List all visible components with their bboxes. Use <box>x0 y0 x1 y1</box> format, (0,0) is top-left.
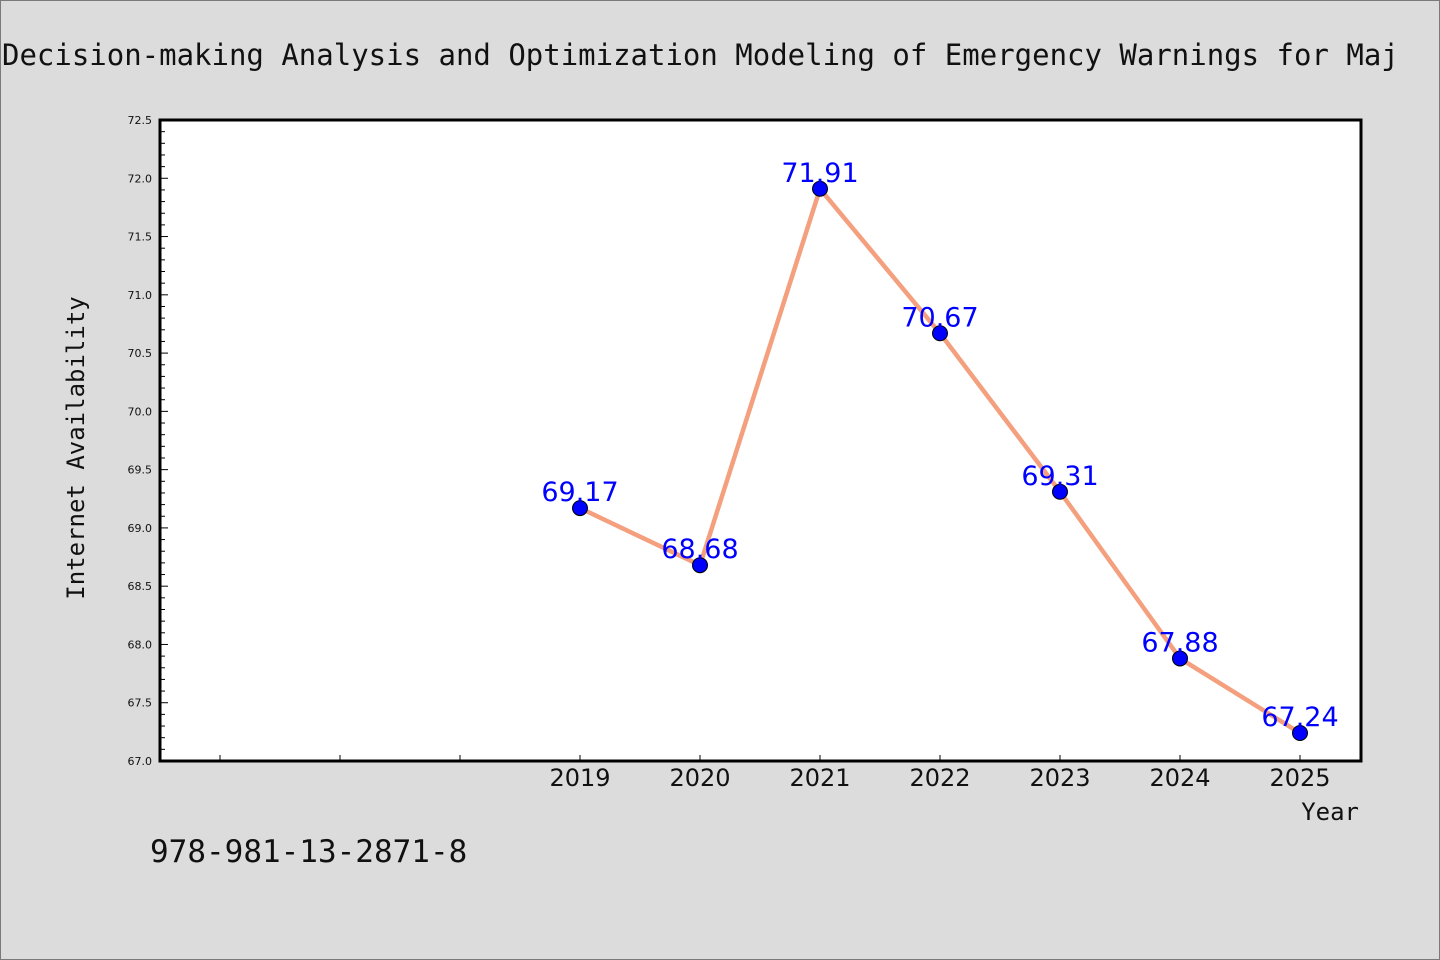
x-axis: 2019 2020 2021 2022 2023 2024 2025 <box>219 755 1331 792</box>
y-tick-label: 68.5 <box>128 580 153 593</box>
data-point <box>1292 725 1308 742</box>
data-label: 70.67 <box>901 302 978 333</box>
data-label: 69.31 <box>1021 461 1098 492</box>
isbn-text: 978-981-13-2871-8 <box>150 834 468 870</box>
y-tick-label: 69.0 <box>128 522 153 535</box>
series-layer: 69.17 68.68 71.91 70.67 69.31 67.88 67.24 <box>541 158 1339 742</box>
y-tick-label: 71.0 <box>128 289 153 302</box>
x-tick-label: 2019 <box>549 764 610 792</box>
data-label: 67.24 <box>1261 702 1338 733</box>
data-label: 71.91 <box>781 158 858 189</box>
x-tick-label: 2022 <box>909 764 970 792</box>
plot-area <box>158 118 1363 763</box>
data-label: 69.17 <box>541 477 618 508</box>
y-axis: 67.0 67.5 68.0 68.5 69.0 69.5 70.0 70.5 71.0 71.5… <box>128 114 168 768</box>
y-tick-label: 67.0 <box>128 755 153 768</box>
y-tick-label: 70.5 <box>128 347 153 360</box>
x-tick-label: 2024 <box>1149 764 1210 792</box>
x-tick-label: 2023 <box>1029 764 1090 792</box>
data-point <box>1172 650 1188 667</box>
data-point <box>812 180 828 197</box>
x-tick-label: 2021 <box>789 764 850 792</box>
y-tick-label: 68.0 <box>128 638 153 651</box>
y-tick-label: 71.5 <box>128 231 153 244</box>
data-point <box>692 557 708 574</box>
data-point <box>572 500 588 517</box>
x-tick-label: 2020 <box>669 764 730 792</box>
x-axis-title: Year <box>1301 798 1359 826</box>
data-point <box>932 325 948 342</box>
data-label: 68.68 <box>661 534 738 565</box>
chart-title: Decision-making Analysis and Optimizatio… <box>2 38 1399 72</box>
data-point <box>1052 483 1068 500</box>
y-tick-label: 70.0 <box>128 405 153 418</box>
y-tick-label: 72.0 <box>128 172 153 185</box>
y-tick-label: 67.5 <box>128 697 153 710</box>
y-tick-label: 72.5 <box>128 114 153 127</box>
data-label: 67.88 <box>1141 627 1218 658</box>
y-tick-label: 69.5 <box>128 464 153 477</box>
y-axis-title: Internet Availability <box>62 296 90 599</box>
x-tick-label: 2025 <box>1269 764 1330 792</box>
